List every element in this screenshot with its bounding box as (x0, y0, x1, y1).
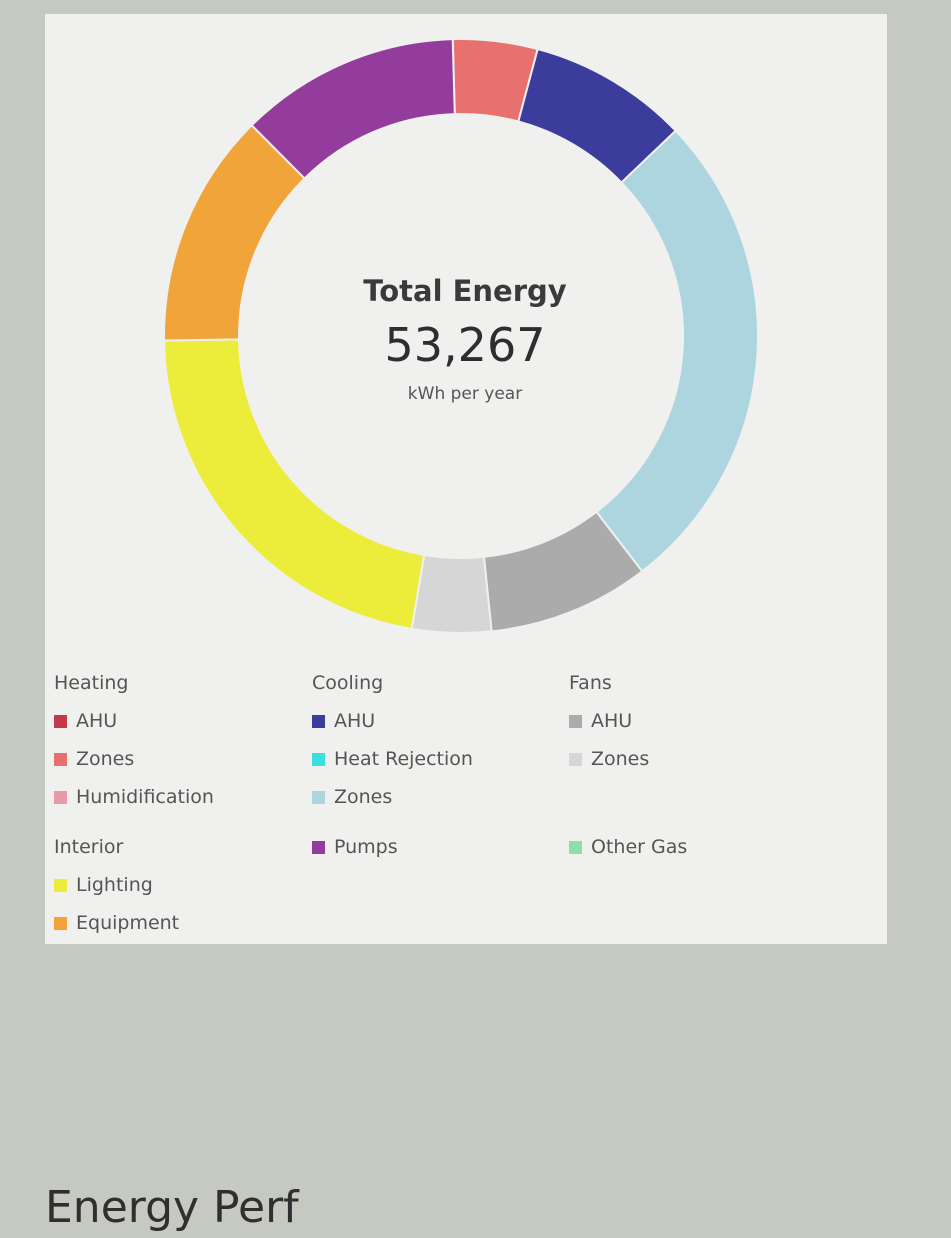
legend-label: Pumps (334, 836, 398, 858)
legend-item: AHU (312, 709, 473, 733)
donut-slice-cooling-zones (595, 129, 759, 573)
legend-swatch (569, 840, 582, 854)
legend-swatch (312, 840, 325, 854)
legend-label: Other Gas (591, 836, 688, 858)
legend-item: Equipment (54, 911, 179, 935)
legend-heading: Interior (54, 836, 124, 858)
legend-other-gas: Other Gas (569, 835, 687, 873)
legend-interior: Interior Lighting Equipment (54, 835, 179, 949)
center-title: Total Energy (363, 274, 567, 308)
legend-item: Heat Rejection (312, 747, 473, 771)
donut-slice-interior-lighting (163, 338, 426, 631)
legend-label: Zones (591, 748, 650, 770)
center-unit: kWh per year (408, 384, 522, 404)
legend-item: AHU (54, 709, 214, 733)
legend-swatch (312, 790, 325, 804)
legend-label: Zones (334, 786, 393, 808)
legend-label: AHU (76, 710, 118, 732)
legend-swatch (569, 714, 582, 728)
legend-heading: Fans (569, 672, 612, 694)
legend-item: Zones (54, 747, 214, 771)
legend-swatch (312, 752, 325, 766)
legend-fans: Fans AHU Zones (569, 671, 649, 785)
legend-label: AHU (334, 710, 376, 732)
legend-label: Humidification (76, 786, 214, 808)
legend-item: Zones (569, 747, 649, 771)
legend-label: Heat Rejection (334, 748, 473, 770)
legend-swatch (54, 752, 67, 766)
center-value: 53,267 (385, 318, 546, 372)
legend-swatch (54, 916, 67, 930)
donut-slice-pumps-pumps (250, 38, 456, 180)
legend-heating: Heating AHU Zones Humidification (54, 671, 214, 823)
legend-item: Lighting (54, 873, 179, 897)
energy-chart-card: Total Energy 53,267 kWh per year Heating… (45, 14, 887, 944)
legend-swatch (312, 714, 325, 728)
legend-swatch (569, 752, 582, 766)
energy-donut-chart: Total Energy 53,267 kWh per year (163, 38, 759, 634)
legend-item: AHU (569, 709, 649, 733)
legend-item: Zones (312, 785, 473, 809)
legend-swatch (54, 878, 67, 892)
legend-item: Humidification (54, 785, 214, 809)
legend-swatch (54, 790, 67, 804)
legend-pumps: Pumps (312, 835, 398, 873)
legend-cooling: Cooling AHU Heat Rejection Zones (312, 671, 473, 823)
legend-heading: Heating (54, 672, 129, 694)
legend-label: Lighting (76, 874, 153, 896)
legend-label: Zones (76, 748, 135, 770)
legend-label: Equipment (76, 912, 180, 934)
legend-heading: Cooling (312, 672, 384, 694)
legend-item: Pumps (312, 835, 398, 859)
page-heading-partial: Energy Perf (45, 1182, 299, 1233)
donut-slice-fans-zones (410, 553, 493, 634)
legend-item: Other Gas (569, 835, 687, 859)
legend-label: AHU (591, 710, 633, 732)
legend-swatch (54, 714, 67, 728)
